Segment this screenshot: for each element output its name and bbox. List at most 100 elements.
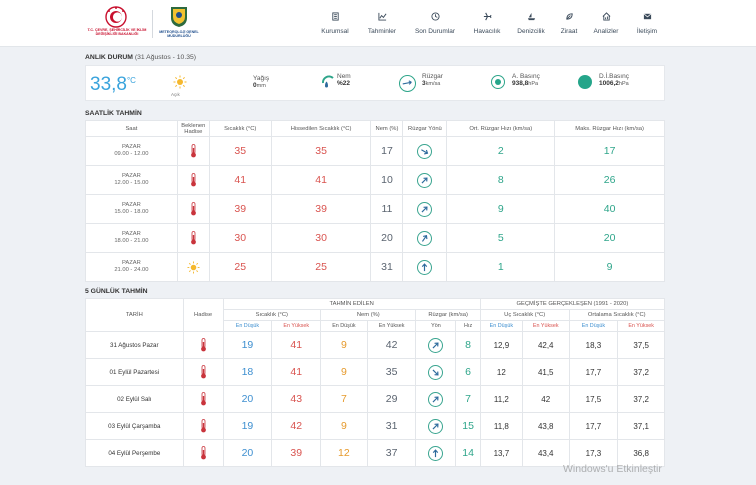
time-cell: PAZAR 15.00 - 18.00 [85,194,178,224]
thermometer-icon [200,365,206,379]
col-hadise: Beklenen Hadise [176,120,210,137]
nav-kurumsal[interactable]: Kurumsal [311,0,359,47]
hum-max-cell: 31 [366,412,417,440]
current-conditions-card: 33,8°C Açık Yağış 0mm Nem %22 Rüzgar 3km… [85,65,665,101]
col-temp: Sıcaklık (°C) [222,309,322,321]
thermometer-icon [200,419,206,433]
temp-min-cell: 20 [222,385,273,413]
nav-analizler[interactable]: Analizler [588,0,624,47]
hourly-forecast-table: Saat Beklenen Hadise Sıcaklık (°C) Hisse… [85,120,665,282]
max-wind-cell: 20 [554,223,665,253]
sun-icon [187,260,200,274]
nav-label: Tahminler [367,28,397,35]
arrow-icon [432,369,439,376]
arrow-icon [432,422,439,429]
time-cell: PAZAR 09.00 - 12.00 [85,136,178,166]
nav-havacilik[interactable]: Havacılık [467,0,507,47]
leaf-icon [565,13,573,20]
humidity-cell: 31 [370,252,404,282]
humidity-label: Nem [337,73,351,80]
wind-speed-cell: 8 [455,331,481,359]
extreme-max-cell: 41,5 [521,358,570,386]
temp-min-cell: 19 [222,331,273,359]
arrow-icon [433,448,439,457]
event-cell [176,223,210,253]
wind-dir-cell [402,165,448,195]
wind-direction-icon [428,445,444,461]
nav-son-durumlar[interactable]: Son Durumlar [409,0,461,47]
hourly-row: PAZAR 12.00 - 15.00 41 41 10 8 26 [85,165,665,195]
ministry-logo[interactable]: T.C. ÇEVRE, ŞEHİRCİLİK VE İKLİM DEĞİŞİKL… [87,6,147,42]
sea-pressure-field: D.İ.Basınç 1006,2hPa [599,73,629,87]
event-cell [176,136,210,166]
extreme-min-cell: 11,8 [479,412,523,440]
nav-ziraat[interactable]: Ziraat [555,0,583,47]
extreme-min-cell: 13,7 [479,439,523,467]
daily-forecast-title: 5 GÜNLÜK TAHMİN [85,288,148,295]
date-cell: 03 Eylül Çarşamba [85,412,184,440]
nav-denizcilik[interactable]: Denizcilik [511,0,551,47]
feel-cell: 39 [270,194,372,224]
wind-dir-cell [415,385,457,413]
rain-unit: mm [256,83,266,89]
extreme-min-cell: 12,9 [479,331,523,359]
avg-max-cell: 37,2 [617,358,665,386]
pressure-dot [495,79,501,85]
current-subtitle: (31 Ağustos - 10.35) [134,54,197,61]
nav-iletisim[interactable]: İletişim [630,0,664,47]
wind-dir-cell [415,439,457,467]
hum-min-header: En Düşük [320,320,368,332]
windows-activation-watermark: Windows'u Etkinleştir [563,463,662,475]
wind-dir-cell [402,252,448,282]
mgm-logo[interactable]: METEOROLOJİ GENEL MÜDÜRLÜĞÜ [156,6,202,42]
event-cell [176,252,210,282]
arrow-icon [432,341,439,348]
wind-speed-cell: 7 [455,385,481,413]
temp-max-cell: 41 [271,331,322,359]
sea-pressure-unit: hPa [618,81,629,87]
nav-label: Havacılık [473,28,501,35]
temp-max-cell: 41 [271,358,322,386]
plane-icon [483,12,492,21]
wind-direction-icon [417,143,433,159]
extreme-max-cell: 43,8 [521,412,570,440]
sea-pressure-value: 1006,2 [599,80,619,87]
wind-dir-header: Yön [415,320,457,332]
event-cell [182,412,224,440]
date-cell: 04 Eylül Perşembe [85,439,184,467]
wind-direction-icon [417,259,433,275]
extreme-max-cell: 42,4 [521,331,570,359]
pressure-field: A. Basınç 938,8hPa [512,73,540,87]
humidity-value: %22 [337,80,351,87]
date-cell: 01 Eylül Pazartesi [85,358,184,386]
day-label: PAZAR [121,202,141,208]
avg-min-cell: 17,3 [568,439,619,467]
wind-direction-icon [428,364,444,380]
rain-label: Yağış [253,75,270,82]
wind-dir-cell [415,358,457,386]
date-cell: 31 Ağustos Pazar [85,331,184,359]
event-cell [176,165,210,195]
pressure-label: A. Basınç [512,73,540,80]
daily-row: 01 Eylül Pazartesi 18 41 9 35 6 12 41,5 17,7 37,2 [85,358,665,386]
wind-dir-cell [415,412,457,440]
humidity-cell: 11 [370,194,404,224]
time-range: 12.00 - 15.00 [114,180,149,186]
hum-min-cell: 9 [320,358,368,386]
temp-cell: 39 [208,194,272,224]
event-cell [182,331,224,359]
daily-row: 04 Eylül Perşembe 20 39 12 37 14 13,7 43,4 17,3 3… [85,439,665,467]
time-range: 09.00 - 12.00 [114,151,149,157]
nav-label: Kurumsal [321,28,349,35]
extreme-min-cell: 12 [479,358,523,386]
avg-max-cell: 37,1 [617,412,665,440]
current-temperature: 33,8°C [90,74,136,96]
hourly-header-row: Saat Beklenen Hadise Sıcaklık (°C) Hisse… [85,120,665,137]
sea-pressure-label: D.İ.Basınç [599,73,629,80]
arrow-icon [432,395,439,402]
hourly-row: PAZAR 09.00 - 12.00 35 35 17 2 17 [85,136,665,166]
nav-tahminler[interactable]: Tahminler [360,0,404,47]
col-hum: Nem (%) [320,309,417,321]
col-nem: Nem (%) [370,120,404,137]
rain-value: 0 [253,82,257,89]
